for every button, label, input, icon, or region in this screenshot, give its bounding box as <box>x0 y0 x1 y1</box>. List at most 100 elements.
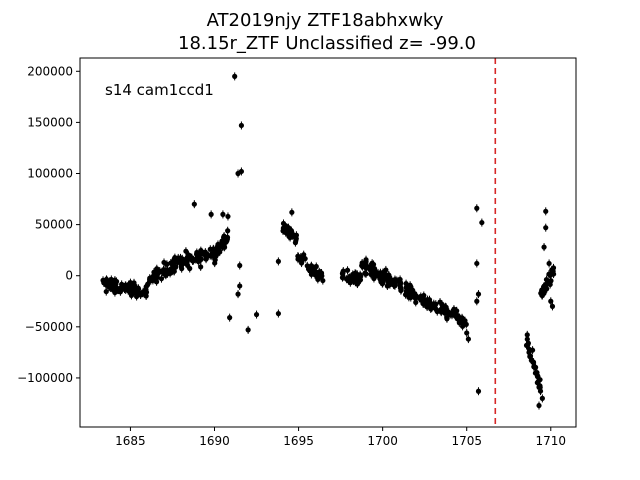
data-point <box>161 269 167 278</box>
data-point <box>209 250 215 259</box>
data-point <box>537 383 543 392</box>
data-point <box>104 280 110 289</box>
data-point <box>402 290 409 299</box>
data-point <box>539 394 545 403</box>
data-point <box>158 274 165 283</box>
data-point <box>150 272 156 281</box>
data-point <box>183 247 189 256</box>
data-point <box>284 227 290 236</box>
data-point <box>403 279 409 288</box>
data-point <box>340 268 346 277</box>
data-point <box>112 288 118 297</box>
y-tick-label: 50000 <box>35 218 73 232</box>
data-point <box>116 286 122 295</box>
y-tick-label: −100000 <box>17 371 73 385</box>
data-point <box>275 257 281 266</box>
x-tick-label: 1690 <box>199 434 230 448</box>
data-point <box>235 290 241 299</box>
data-point <box>524 330 530 339</box>
data-point <box>541 243 547 252</box>
x-tick-label: 1710 <box>536 434 567 448</box>
y-tick-label: 200000 <box>27 64 73 78</box>
data-point <box>140 289 146 298</box>
y-tick-label: 100000 <box>27 167 73 181</box>
data-point <box>155 269 161 278</box>
data-point <box>537 375 543 384</box>
data-point <box>458 315 464 324</box>
data-point <box>202 248 208 257</box>
data-point <box>444 314 450 323</box>
data-point <box>529 357 536 366</box>
data-point <box>107 284 113 293</box>
data-point <box>316 267 322 276</box>
data-point <box>238 121 245 130</box>
data-point <box>127 278 134 287</box>
data-point <box>543 223 549 232</box>
data-point <box>220 210 226 219</box>
data-point <box>344 266 351 275</box>
data-point <box>541 282 547 291</box>
data-point <box>526 348 532 357</box>
plot-area <box>80 58 576 427</box>
data-point <box>475 387 482 396</box>
data-point <box>144 281 151 290</box>
data-point <box>245 325 251 334</box>
data-point <box>441 307 447 316</box>
data-point <box>275 309 281 318</box>
data-points <box>100 72 557 410</box>
data-point <box>479 218 485 227</box>
data-point <box>198 262 204 271</box>
data-point <box>212 255 218 264</box>
x-tick-label: 1700 <box>367 434 398 448</box>
annotation-label: s14 cam1ccd1 <box>105 81 214 99</box>
data-point <box>128 291 135 300</box>
data-point <box>539 291 545 300</box>
data-point <box>548 270 554 279</box>
y-tick-label: −50000 <box>25 320 73 334</box>
data-point <box>221 243 228 252</box>
data-point <box>232 72 238 81</box>
data-point <box>237 261 243 270</box>
data-point <box>459 322 466 331</box>
data-point <box>393 276 399 285</box>
data-point <box>386 271 392 280</box>
data-point <box>281 223 288 232</box>
data-point <box>103 287 109 296</box>
data-point <box>253 310 260 319</box>
data-point <box>225 212 231 221</box>
data-point <box>398 286 404 295</box>
data-point <box>223 237 229 246</box>
data-point <box>545 279 551 288</box>
data-point <box>369 265 375 274</box>
data-point <box>453 312 459 321</box>
data-point <box>289 208 295 217</box>
data-point <box>536 401 542 410</box>
data-point <box>464 328 470 337</box>
chart-title: AT2019njy ZTF18abhxwky <box>207 10 444 31</box>
data-point <box>179 264 185 273</box>
data-point <box>191 200 197 209</box>
data-point <box>123 281 129 290</box>
data-point <box>135 286 141 295</box>
data-point <box>169 258 175 267</box>
data-point <box>359 261 365 270</box>
y-tick-label: 0 <box>65 269 73 283</box>
x-tick-label: 1705 <box>451 434 482 448</box>
data-point <box>227 313 233 322</box>
data-point <box>407 281 413 290</box>
data-point <box>411 291 417 300</box>
data-point <box>312 267 318 276</box>
data-point <box>548 297 554 306</box>
data-point <box>215 240 221 249</box>
data-point <box>433 305 440 314</box>
data-point <box>161 258 167 267</box>
data-point <box>543 207 549 216</box>
x-axis: 1685 1690 1695 1700 1705 1710 <box>115 427 566 448</box>
data-point <box>546 259 552 268</box>
data-point <box>164 266 170 275</box>
data-point <box>208 210 214 219</box>
data-point <box>380 279 386 288</box>
data-point <box>238 167 245 176</box>
data-point <box>425 299 431 308</box>
